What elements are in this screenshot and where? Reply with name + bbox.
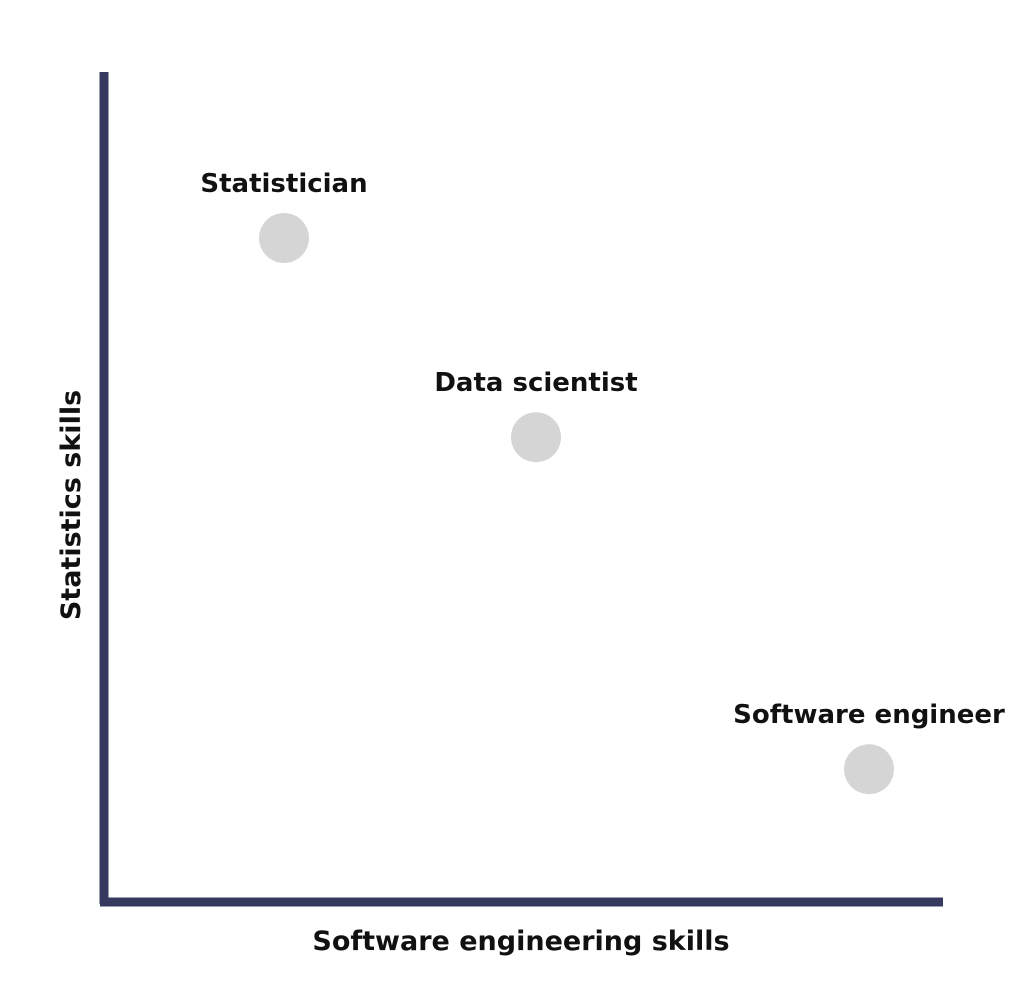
point-label: Statistician [200, 169, 367, 199]
point-label: Data scientist [434, 368, 637, 398]
point-marker [844, 744, 894, 795]
y-axis-label: Statistics skills [56, 390, 87, 620]
points-layer: Statistician Data scientist Software engin… [200, 169, 1005, 795]
point-marker [511, 412, 561, 463]
x-axis-label: Software engineering skills [312, 926, 729, 957]
point-label: Software engineer [733, 700, 1005, 730]
point-marker [259, 213, 309, 263]
